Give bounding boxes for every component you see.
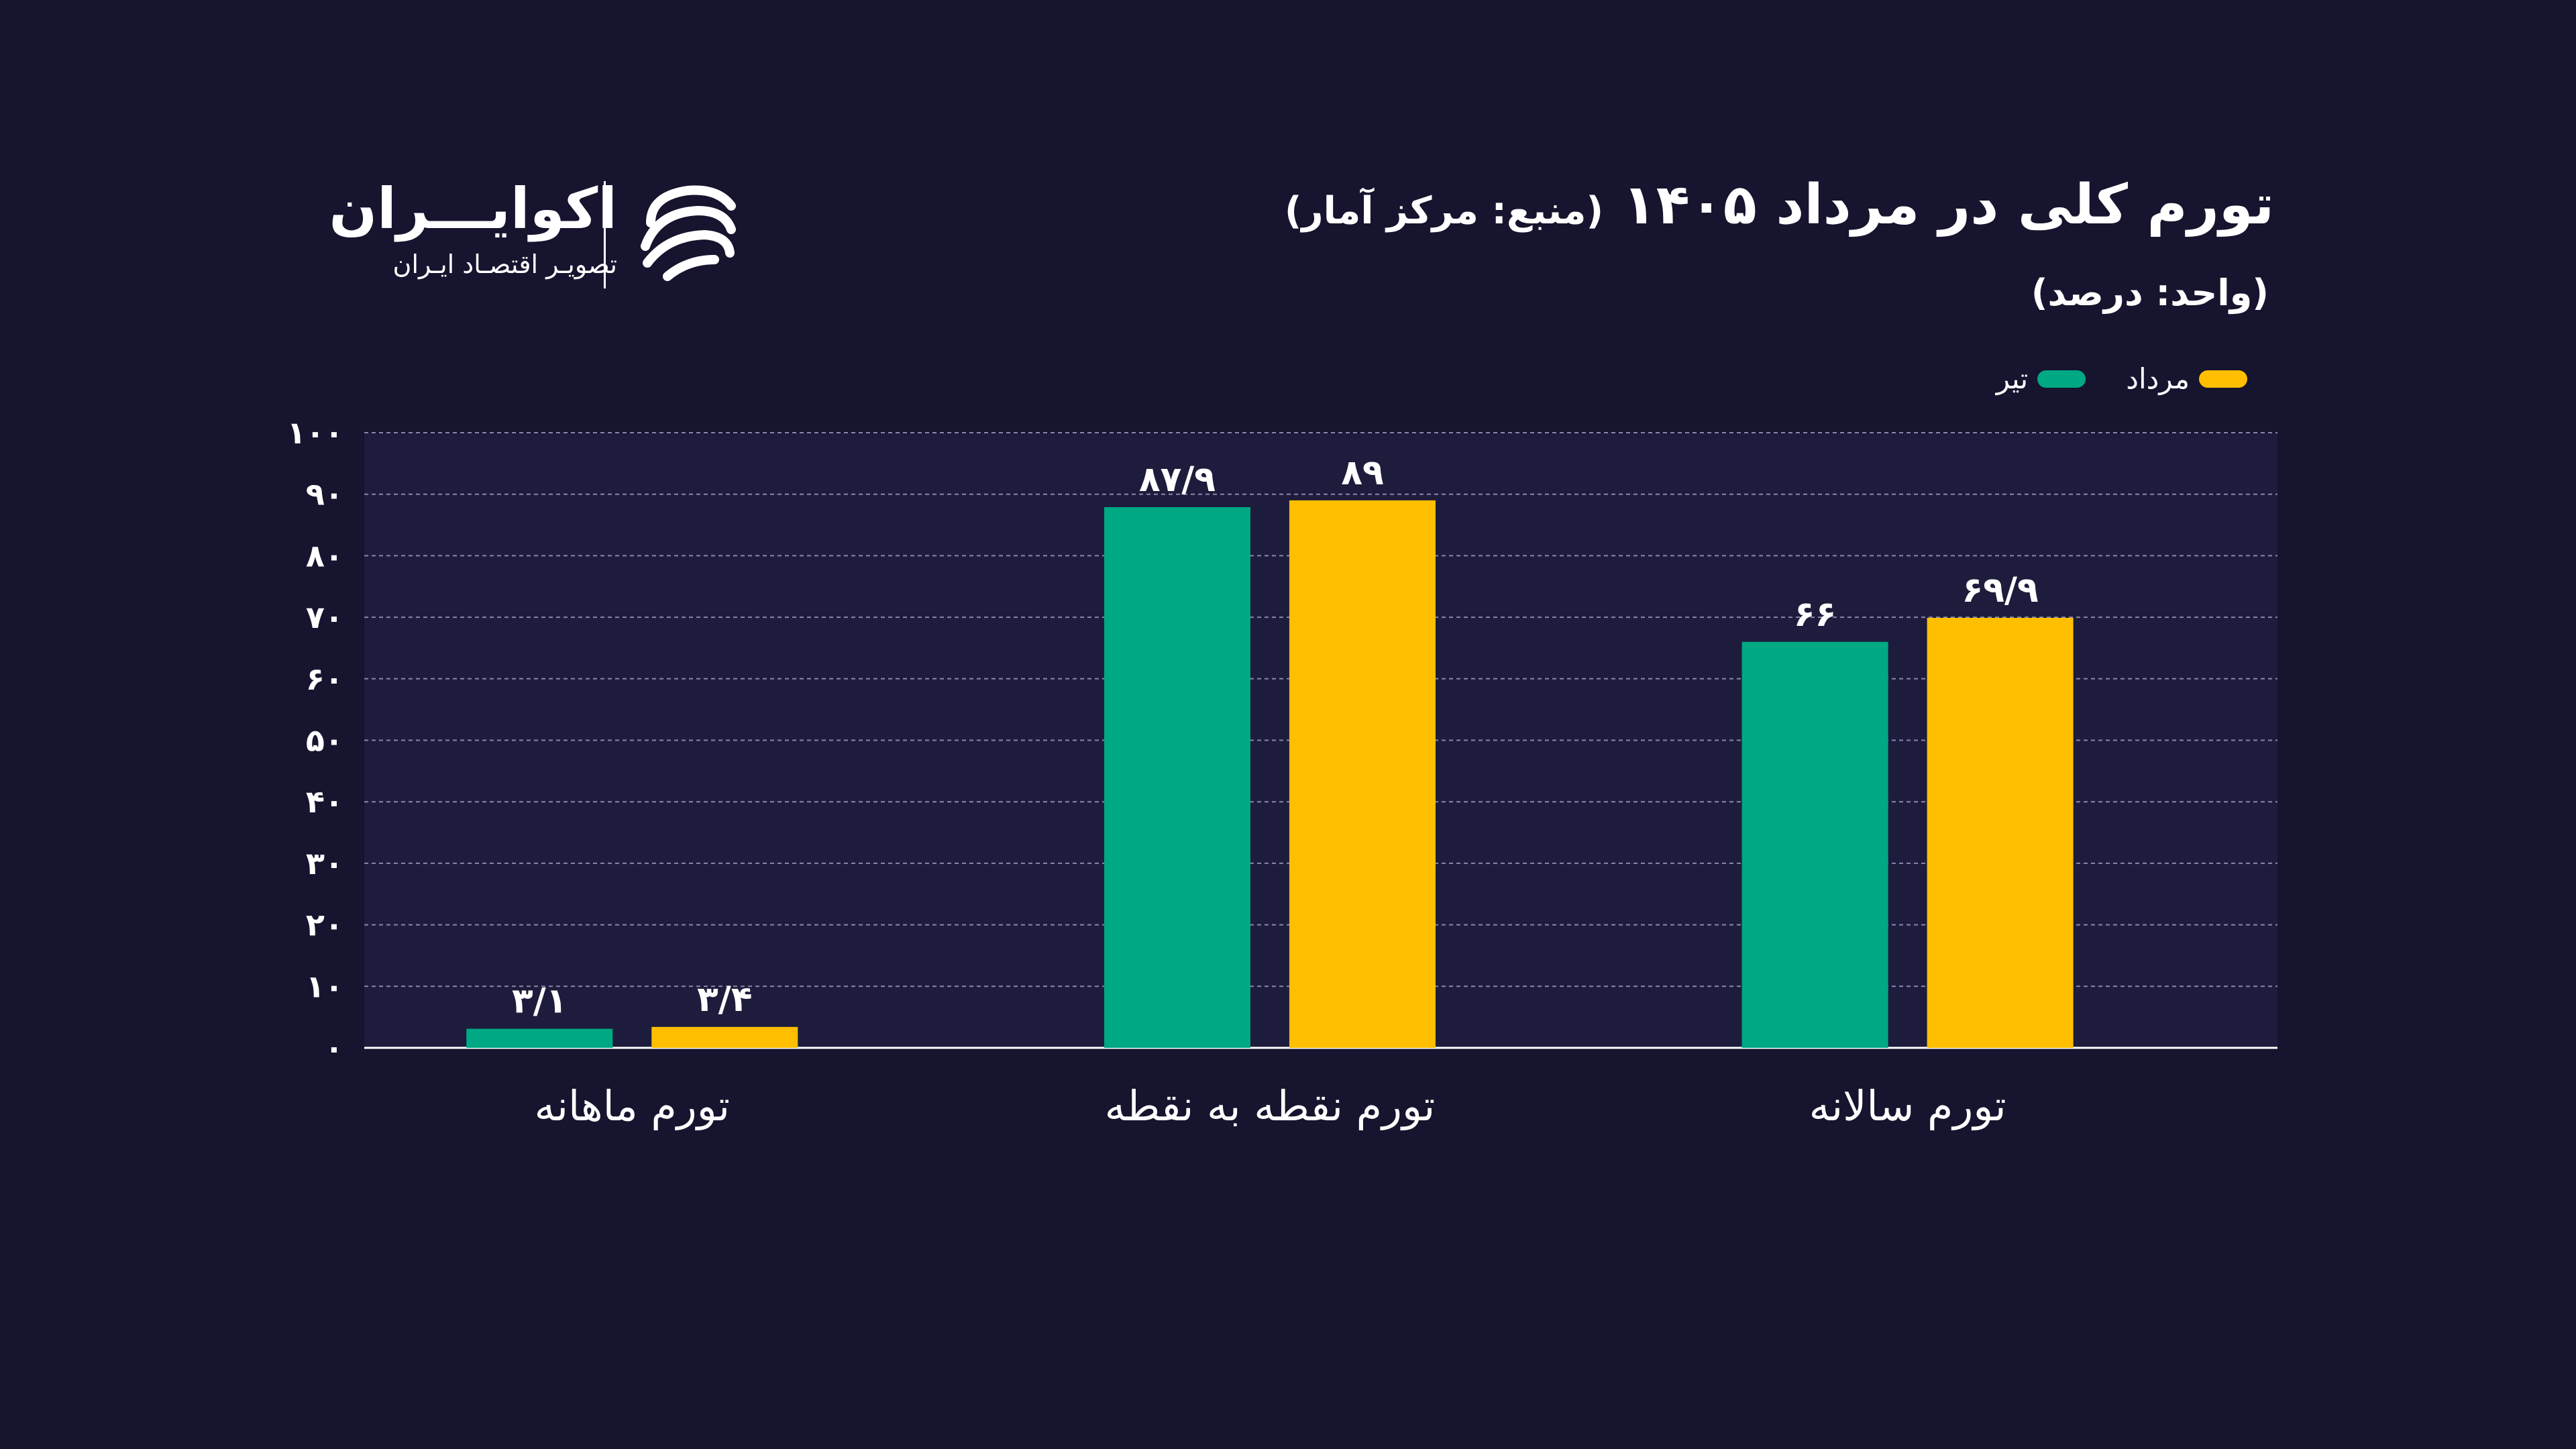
bar-value-label: ۸۷/۹: [1139, 460, 1216, 500]
y-tick-label: ۳۰: [306, 845, 343, 881]
y-tick-label: ۱۰۰: [287, 415, 343, 451]
y-tick-label: ۷۰: [306, 599, 343, 635]
logo-name: اکوایـــران: [329, 176, 617, 241]
y-tick-label: ۵۰: [306, 722, 343, 759]
bar-value-label: ۶۹/۹: [1962, 570, 2039, 610]
y-tick-label: ۸۰: [306, 537, 343, 574]
chart-title-text: تورم کلی در مرداد ۱۴۰۵: [1622, 173, 2274, 237]
y-tick-label: ۱۰: [306, 968, 343, 1004]
bar-value-label: ۳/۱: [512, 981, 567, 1022]
logo-divider: [604, 181, 606, 288]
bar-value-label: ۸۹: [1341, 453, 1383, 493]
legend-label-tir: تیر: [1996, 362, 2029, 395]
chart-source: (منبع: مرکز آمار): [1284, 189, 1604, 233]
bar: [1289, 500, 1436, 1048]
logo-tagline: تصویـر اقتصـاد ایـران: [392, 250, 617, 279]
bar: [1104, 506, 1250, 1048]
legend-item-tir: تیر: [1996, 362, 2086, 395]
x-category-label: تورم نقطه به نقطه: [1105, 1081, 1436, 1130]
brand-logo: اکوایـــران تصویـر اقتصـاد ایـران: [329, 176, 738, 297]
bar: [1741, 641, 1888, 1048]
y-tick-label: ۶۰: [306, 661, 343, 697]
y-tick-label: ۴۰: [306, 784, 343, 820]
y-tick-label: ۲۰: [306, 907, 343, 943]
x-category-label: تورم سالانه: [1809, 1081, 2006, 1130]
bar-value-label: ۳/۴: [697, 979, 752, 1020]
bar: [466, 1028, 613, 1048]
y-tick-label: ۹۰: [306, 476, 343, 513]
brand-mark-icon: [641, 185, 736, 281]
bar-value-label: ۶۶: [1794, 594, 1836, 635]
legend-swatch-mordad: [2199, 370, 2247, 388]
chart-title: تورم کلی در مرداد ۱۴۰۵ (منبع: مرکز آمار): [1285, 173, 2274, 237]
legend-swatch-tir: [2037, 370, 2086, 388]
x-category-label: تورم ماهانه: [535, 1081, 731, 1130]
legend-label-mordad: مرداد: [2126, 362, 2190, 395]
chart-legend: مرداد تیر: [1956, 362, 2247, 395]
chart-unit: (واحد: درصد): [2031, 272, 2269, 314]
bar: [1927, 618, 2074, 1048]
bar: [651, 1026, 798, 1048]
legend-item-mordad: مرداد: [2126, 362, 2247, 395]
y-tick-label: ۰: [325, 1030, 343, 1066]
